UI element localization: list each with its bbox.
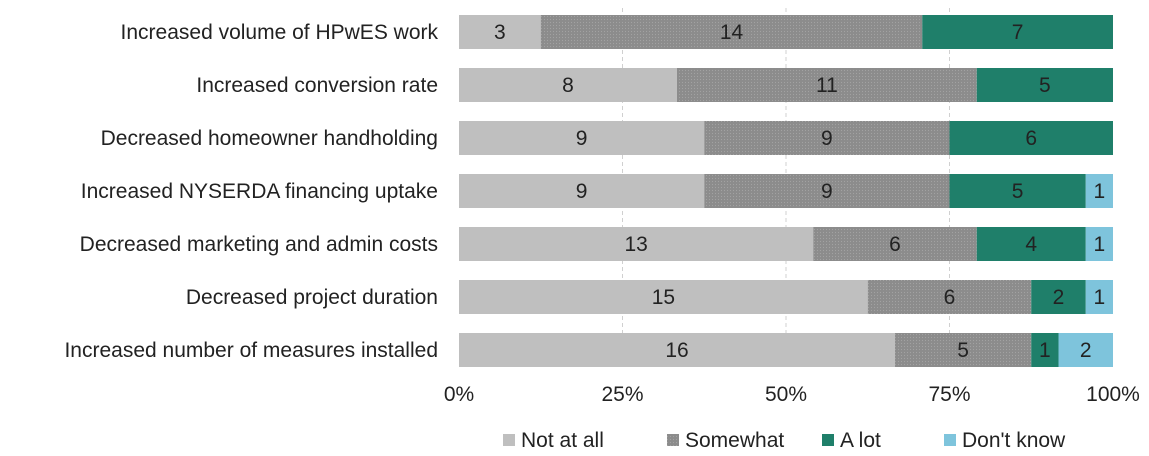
bar-segment (949, 174, 1086, 208)
x-axis-ticks: 0% 25% 50% 75% 100% (444, 383, 1140, 406)
data-label: 13 (624, 233, 647, 256)
bar-segment (867, 280, 1032, 314)
data-label: 1 (1094, 233, 1106, 256)
bar-segment (459, 15, 541, 49)
category-label: Increased conversion rate (196, 74, 438, 97)
category-label: Decreased marketing and admin costs (80, 233, 438, 256)
bar-segment (1085, 280, 1113, 314)
data-label: 8 (562, 74, 574, 97)
legend-swatch (944, 434, 956, 446)
x-tick-label: 75% (928, 383, 970, 406)
legend-label: A lot (840, 429, 881, 452)
bar-segment (976, 227, 1086, 261)
legend-swatch (667, 434, 679, 446)
bar-segment (704, 174, 950, 208)
legend-swatch (503, 434, 515, 446)
category-label: Decreased project duration (186, 286, 438, 309)
x-tick-label: 50% (765, 383, 807, 406)
data-label: 15 (652, 286, 675, 309)
x-tick-label: 100% (1086, 383, 1140, 406)
bar-segment (1031, 333, 1059, 367)
bar-segment (459, 174, 705, 208)
bars: 3 14 78 11 59 9 69 9 5 113 6 4 115 6 2 116 5 1 2 (459, 15, 1113, 367)
data-label: 2 (1053, 286, 1065, 309)
data-label: 9 (821, 180, 833, 203)
bar-segment (1085, 227, 1113, 261)
bar-segment (540, 15, 923, 49)
data-label: 9 (821, 127, 833, 150)
legend-label: Somewhat (685, 429, 784, 452)
legend-label: Not at all (521, 429, 604, 452)
bar-segment (1058, 333, 1113, 367)
legend-label: Don't know (962, 429, 1066, 452)
data-label: 6 (944, 286, 956, 309)
bar-segment (922, 15, 1113, 49)
data-label: 3 (494, 21, 506, 44)
legend: Not at all Somewhat A lot Don't know (503, 429, 1066, 452)
data-label: 5 (1012, 180, 1024, 203)
category-labels: Increased volume of HPwES work Increased … (64, 21, 438, 362)
category-label: Increased volume of HPwES work (121, 21, 439, 44)
bar-segment (459, 68, 677, 102)
data-label: 6 (889, 233, 901, 256)
data-label: 1 (1094, 180, 1106, 203)
bar-segment (1031, 280, 1086, 314)
data-label: 5 (1039, 74, 1051, 97)
data-label: 4 (1025, 233, 1037, 256)
category-label: Increased number of measures installed (64, 339, 438, 362)
x-tick-label: 0% (444, 383, 474, 406)
data-label: 1 (1039, 339, 1051, 362)
category-label: Increased NYSERDA financing uptake (81, 180, 438, 203)
data-label: 2 (1080, 339, 1092, 362)
bar-segment (704, 121, 950, 155)
legend-swatch (822, 434, 834, 446)
bar-segment (459, 121, 705, 155)
data-label: 11 (816, 74, 838, 97)
data-label: 5 (957, 339, 969, 362)
data-label: 1 (1094, 286, 1106, 309)
x-tick-label: 25% (601, 383, 643, 406)
data-label: 9 (576, 127, 588, 150)
data-label: 14 (720, 21, 744, 44)
category-label: Decreased homeowner handholding (101, 127, 438, 150)
bar-segment (459, 227, 814, 261)
bar-segment (813, 227, 977, 261)
bar-segment (949, 121, 1113, 155)
bar-segment (895, 333, 1032, 367)
bar-segment (459, 280, 868, 314)
bar-segment (459, 333, 895, 367)
data-label: 6 (1025, 127, 1037, 150)
bar-segment (677, 68, 977, 102)
bar-segment (976, 68, 1113, 102)
data-label: 9 (576, 180, 588, 203)
data-label: 7 (1012, 21, 1024, 44)
bar-segment (1085, 174, 1113, 208)
data-label: 16 (665, 339, 688, 362)
